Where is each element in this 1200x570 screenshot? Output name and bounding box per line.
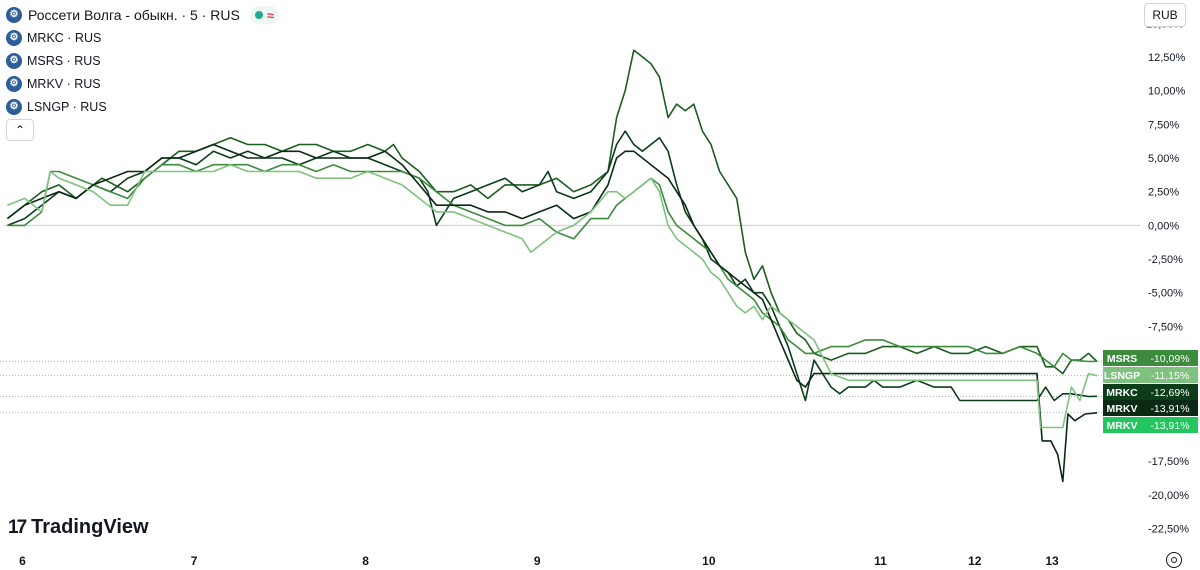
legend-label: LSNGP · RUS	[27, 99, 107, 114]
end-label-msrs: MSRS -10,09%	[1103, 350, 1198, 366]
chart-title: Россети Волга - обыкн. · 5 · RUS	[28, 7, 240, 23]
x-tick-label: 7	[191, 554, 198, 568]
legend-item-mrkc[interactable]: MRKC · RUS	[6, 26, 107, 49]
legend-label: MSRS · RUS	[27, 53, 101, 68]
y-tick-label: 7,50%	[1148, 119, 1179, 131]
y-tick-label: -22,50%	[1148, 524, 1189, 536]
end-label-name-bg	[1103, 417, 1142, 433]
legend-item-mrkv[interactable]: MRKV · RUS	[6, 72, 107, 95]
end-label-name: LSNGP	[1104, 370, 1140, 382]
y-tick-label: 0,00%	[1148, 220, 1179, 232]
y-tick-label: -5,00%	[1148, 288, 1183, 300]
collapse-legend-button[interactable]: ⌃	[6, 119, 34, 141]
currency-button[interactable]: RUB	[1144, 3, 1186, 27]
settings-icon[interactable]	[1166, 552, 1182, 568]
end-label-value-bg	[1142, 384, 1198, 400]
legend-label: MRKV · RUS	[27, 76, 101, 91]
symbol-logo-icon	[6, 98, 22, 115]
end-label-name: MRKV	[1107, 403, 1138, 415]
x-tick-label: 6	[19, 554, 26, 568]
main-legend: Россети Волга - обыкн. · 5 · RUS ≈	[6, 4, 279, 26]
symbol-logo-icon	[6, 75, 22, 92]
chevron-up-icon: ⌃	[14, 123, 26, 137]
series-line-mrkv	[6, 143, 1098, 483]
x-tick-label: 12	[968, 554, 982, 568]
end-label-value: -10,09%	[1150, 353, 1189, 365]
x-tick-label: 8	[362, 554, 369, 568]
compare-legend: MRKC · RUS MSRS · RUS MRKV · RUS LSNGP ·…	[6, 26, 107, 118]
end-label-value-bg	[1142, 350, 1198, 366]
series-line-lsngp	[7, 163, 1098, 429]
end-label-value-bg	[1142, 417, 1198, 433]
symbol-logo-icon	[6, 29, 22, 46]
symbol-logo-icon	[6, 7, 22, 23]
series-line-main	[6, 49, 1098, 375]
series-line-msrs	[7, 163, 1098, 368]
end-label-mrkv: MRKV -13,91%	[1103, 400, 1198, 416]
series-line-mrkc	[7, 130, 1098, 402]
legend-item-msrs[interactable]: MSRS · RUS	[6, 49, 107, 72]
market-status-badge[interactable]: ≈	[249, 6, 279, 24]
y-tick-label: -20,00%	[1148, 490, 1189, 502]
delayed-data-icon: ≈	[266, 7, 274, 23]
end-label-name-bg	[1103, 400, 1142, 416]
end-label-value: -13,91%	[1150, 403, 1189, 415]
end-label-name: MRKC	[1106, 387, 1138, 399]
end-label-name: MRKV	[1107, 420, 1138, 432]
end-label-value: -13,91%	[1150, 420, 1189, 432]
y-tick-label: 5,00%	[1148, 153, 1179, 165]
x-tick-label: 10	[702, 554, 716, 568]
x-tick-label: 11	[874, 554, 887, 568]
end-label-lsngp: LSNGP -11,15%	[1103, 367, 1198, 383]
tradingview-logo[interactable]: 17 TradingView	[8, 516, 149, 539]
end-label-name-bg	[1103, 350, 1142, 366]
end-label-mrkv: MRKV -13,91%	[1103, 417, 1198, 433]
y-tick-label: -7,50%	[1148, 321, 1183, 333]
y-tick-label: -2,50%	[1148, 254, 1183, 266]
legend-item-lsngp[interactable]: LSNGP · RUS	[6, 95, 107, 118]
logo-text: TradingView	[31, 516, 149, 538]
end-label-name: MSRS	[1107, 353, 1137, 365]
legend-label: MRKC · RUS	[27, 30, 102, 45]
end-label-value: -12,69%	[1150, 387, 1189, 399]
end-label-value-bg	[1142, 400, 1198, 416]
x-tick-label: 9	[534, 554, 541, 568]
y-tick-label: -17,50%	[1148, 456, 1189, 468]
market-open-dot-icon	[254, 11, 263, 19]
end-label-name-bg	[1103, 367, 1142, 383]
y-tick-label: 10,00%	[1148, 86, 1186, 98]
end-label-value-bg	[1142, 367, 1198, 383]
end-label-mrkc: MRKC -12,69%	[1103, 384, 1198, 400]
end-label-value: -11,15%	[1151, 370, 1189, 382]
symbol-logo-icon	[6, 52, 22, 69]
x-tick-label: 13	[1045, 554, 1059, 568]
end-label-name-bg	[1103, 384, 1142, 400]
tradingview-mark-icon: 17	[8, 516, 27, 538]
y-tick-label: 2,50%	[1148, 187, 1179, 199]
y-tick-label: 12,50%	[1148, 52, 1186, 64]
